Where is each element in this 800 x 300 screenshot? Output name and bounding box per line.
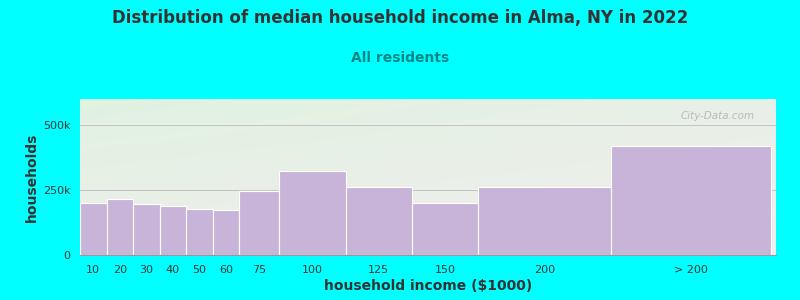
Text: All residents: All residents <box>351 51 449 65</box>
Bar <box>478 187 611 255</box>
Bar <box>239 191 279 255</box>
Bar <box>412 203 478 255</box>
Bar <box>186 209 213 255</box>
Y-axis label: households: households <box>25 132 38 222</box>
Text: City-Data.com: City-Data.com <box>681 112 755 122</box>
Bar <box>80 203 106 255</box>
X-axis label: household income ($1000): household income ($1000) <box>324 279 532 293</box>
Bar <box>160 206 186 255</box>
Bar <box>106 199 133 255</box>
Bar <box>133 204 160 255</box>
Text: Distribution of median household income in Alma, NY in 2022: Distribution of median household income … <box>112 9 688 27</box>
Bar <box>279 170 346 255</box>
Bar <box>611 146 770 255</box>
Bar <box>213 210 239 255</box>
Bar <box>346 187 412 255</box>
